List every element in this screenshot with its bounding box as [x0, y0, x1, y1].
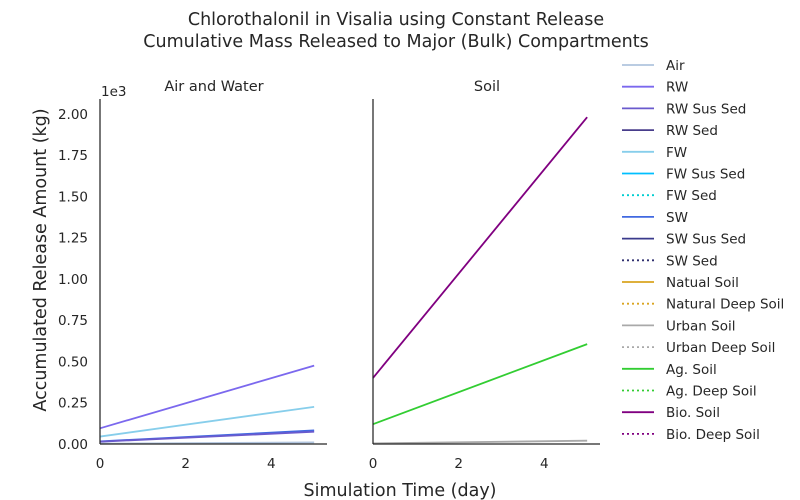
legend-item-air: Air — [622, 58, 685, 74]
y-axis-multiplier: 1e3 — [101, 84, 126, 100]
y-tick-label: 0.50 — [58, 354, 88, 370]
legend-item-urban-deep-soil: Urban Deep Soil — [622, 340, 775, 356]
legend-label: RW Sus Sed — [666, 101, 746, 117]
legend-label: RW — [666, 80, 688, 96]
legend-item-sw-sus-sed: SW Sus Sed — [622, 232, 746, 248]
x-tick-label: 4 — [267, 456, 276, 472]
y-axis-label: Accumulated Release Amount (kg) — [31, 108, 51, 411]
x-axis-label: Simulation Time (day) — [303, 481, 496, 500]
legend-label: FW — [666, 145, 687, 161]
legend-label: SW Sus Sed — [666, 232, 746, 248]
legend-label: Bio. Deep Soil — [666, 427, 760, 443]
legend-label: Ag. Soil — [666, 362, 717, 378]
plot-panels: 0 2 40.000.250.500.751.001.251.501.752.000… — [58, 99, 600, 472]
series-line-bio-soil — [372, 116, 588, 379]
series-line-fw — [99, 405, 315, 438]
legend-item-rw-sus-sed: RW Sus Sed — [622, 101, 746, 117]
series-line-ag-soil — [372, 343, 588, 426]
legend-label: SW Sed — [666, 253, 718, 269]
x-tick-label: 0 — [96, 456, 105, 472]
legend-item-rw-sed: RW Sed — [622, 123, 718, 139]
panel-title-air-water: Air and Water — [164, 79, 263, 95]
y-tick-label: 1.75 — [58, 148, 88, 164]
legend: Air RW RW Sus Sed RW Sed FW FW Sus Sed FW Sed S… — [622, 58, 784, 443]
panel-0: 0 2 4 0.00 0.25 0.50 0.75 1.00 1.25 1.50 1.75 2.00 — [58, 99, 327, 472]
x-tick-label: 0 — [369, 456, 378, 472]
legend-item-urban-soil: Urban Soil — [622, 318, 735, 334]
legend-label: Natual Soil — [666, 275, 739, 291]
legend-label: Ag. Deep Soil — [666, 384, 757, 400]
legend-item-rw: RW — [622, 80, 688, 96]
x-tick-label: 2 — [181, 456, 190, 472]
legend-item-bio-soil: Bio. Soil — [622, 405, 720, 421]
chart-subtitle: Cumulative Mass Released to Major (Bulk)… — [143, 32, 648, 52]
legend-label: Bio. Soil — [666, 405, 720, 421]
legend-item-fw-sed: FW Sed — [622, 188, 717, 204]
y-tick-label: 0.25 — [58, 396, 88, 412]
legend-item-ag-deep-soil: Ag. Deep Soil — [622, 384, 757, 400]
legend-label: RW Sed — [666, 123, 718, 139]
series-line-rw — [99, 364, 315, 430]
legend-item-sw-sed: SW Sed — [622, 253, 718, 269]
legend-label: SW — [666, 210, 688, 226]
panel-title-soil: Soil — [474, 79, 500, 95]
y-tick-label: 2.00 — [58, 107, 88, 123]
y-tick-label: 1.50 — [58, 189, 88, 205]
series-line-rw-sus-sed — [99, 430, 315, 443]
panel-1: 0 2 4 — [369, 99, 600, 472]
y-tick-label: 0.75 — [58, 313, 88, 329]
legend-item-sw: SW — [622, 210, 688, 226]
y-tick-label: 0.00 — [58, 437, 88, 453]
x-tick-label: 4 — [540, 456, 549, 472]
legend-item-natural-deep-soil: Natural Deep Soil — [622, 297, 784, 313]
x-tick-label: 2 — [454, 456, 463, 472]
legend-label: FW Sed — [666, 188, 717, 204]
legend-label: Urban Soil — [666, 318, 735, 334]
legend-item-bio-deep-soil: Bio. Deep Soil — [622, 427, 760, 443]
legend-item-fw: FW — [622, 145, 687, 161]
y-tick-label: 1.00 — [58, 272, 88, 288]
legend-item-ag-soil: Ag. Soil — [622, 362, 717, 378]
y-tick-label: 1.25 — [58, 231, 88, 247]
legend-label: FW Sus Sed — [666, 167, 745, 183]
legend-label: Natural Deep Soil — [666, 297, 784, 313]
legend-item-fw-sus-sed: FW Sus Sed — [622, 167, 745, 183]
chart-title: Chlorothalonil in Visalia using Constant… — [188, 10, 604, 30]
legend-item-natual-soil: Natual Soil — [622, 275, 739, 291]
legend-label: Urban Deep Soil — [666, 340, 775, 356]
legend-label: Air — [666, 58, 685, 74]
series-line-urban-soil — [372, 439, 588, 445]
